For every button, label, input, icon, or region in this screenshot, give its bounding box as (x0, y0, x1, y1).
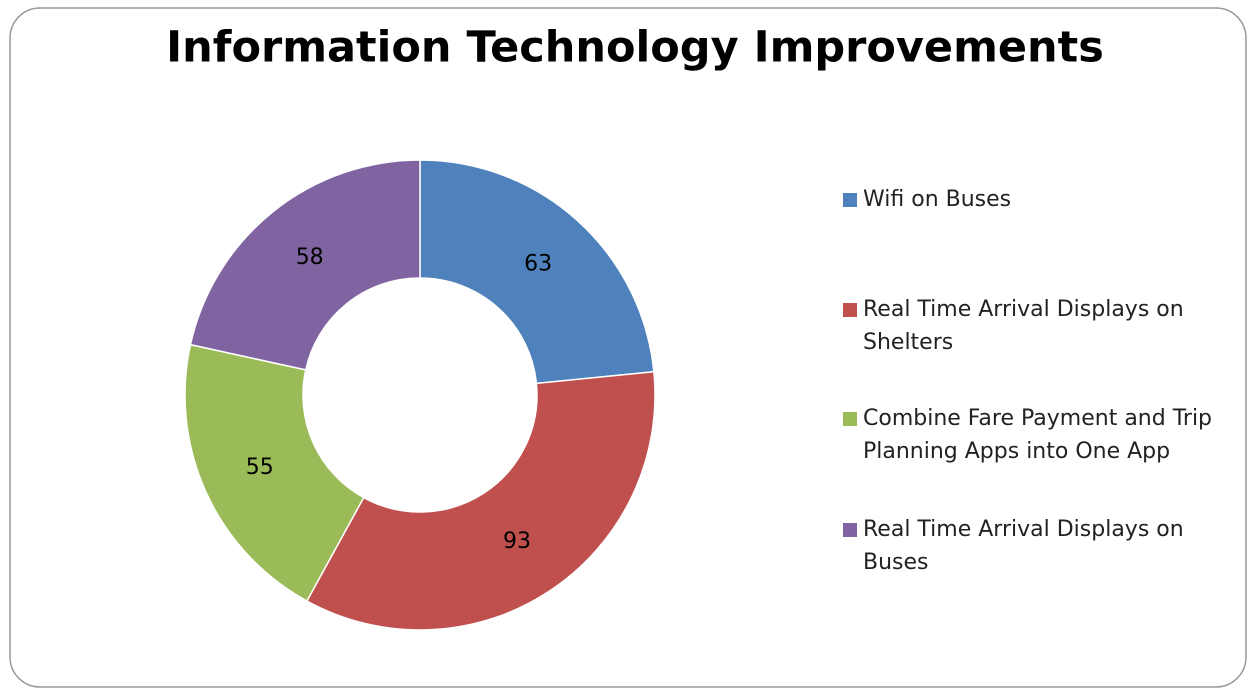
data-label: 93 (503, 529, 531, 554)
legend-item: Combine Fare Payment and Trip Planning A… (843, 402, 1223, 468)
legend-swatch (843, 303, 857, 317)
donut-slice (419, 159, 655, 385)
data-label: 55 (246, 455, 274, 480)
legend-item: Real Time Arrival Displays on Buses (843, 513, 1223, 579)
legend-swatch (843, 412, 857, 426)
donut-slice (305, 370, 656, 631)
legend-item: Real Time Arrival Displays on Shelters (843, 293, 1223, 359)
data-label: 63 (524, 252, 552, 277)
legend-swatch (843, 523, 857, 537)
data-label: 58 (296, 245, 324, 270)
donut-slice (189, 159, 421, 371)
legend-item: Wifi on Buses (843, 183, 1223, 216)
legend-label: Combine Fare Payment and Trip Planning A… (863, 406, 1213, 464)
legend-label: Real Time Arrival Displays on Buses (863, 517, 1184, 575)
legend-label: Real Time Arrival Displays on Shelters (863, 297, 1184, 355)
donut: 63 93 55 58 (184, 159, 656, 631)
legend-swatch (843, 193, 857, 207)
legend-label: Wifi on Buses (863, 187, 1012, 212)
chart-title: Information Technology Improvements (166, 23, 1104, 73)
donut-slice (184, 343, 365, 603)
